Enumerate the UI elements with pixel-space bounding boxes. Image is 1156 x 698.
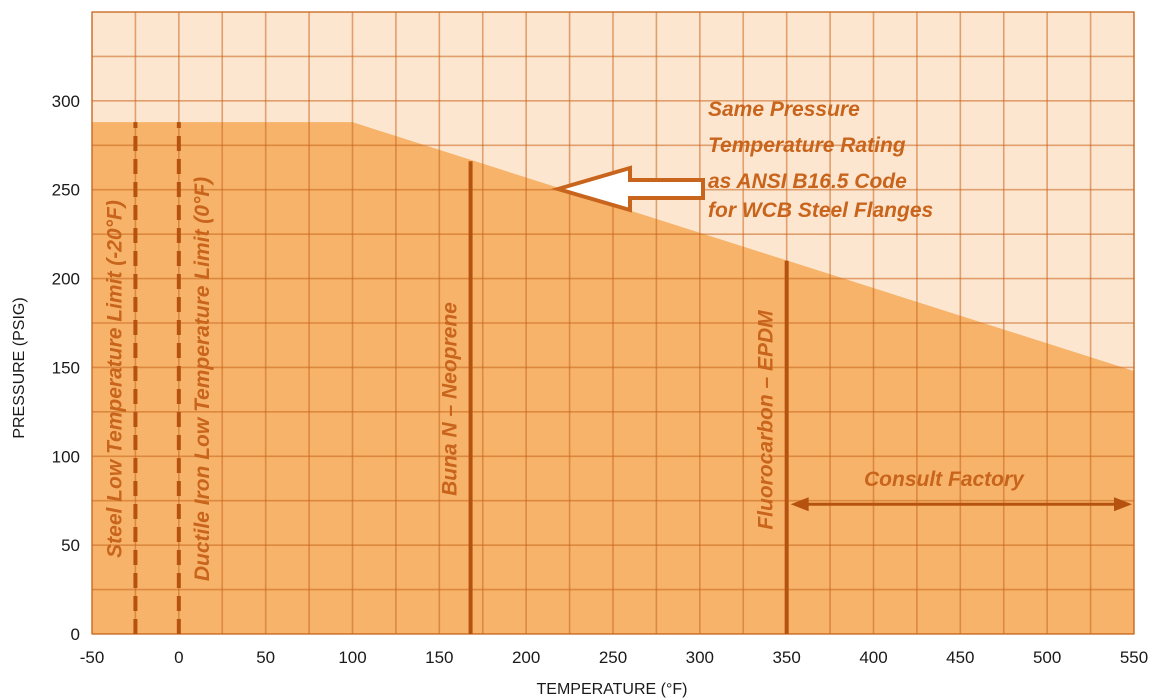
consult-factory: Consult Factory — [790, 468, 1132, 512]
plot-border — [91, 11, 1135, 635]
x-tick-label: 250 — [599, 648, 627, 667]
y-axis-title: PRESSURE (PSIG) — [11, 297, 28, 438]
y-tick-label: 300 — [52, 92, 80, 111]
x-axis-title: TEMPERATURE (°F) — [537, 681, 688, 698]
x-tick-label: 400 — [859, 648, 887, 667]
arrow-right-icon — [1114, 497, 1132, 512]
rating-note-arrow-icon — [550, 165, 705, 213]
arrow-left-icon — [790, 497, 809, 512]
x-tick-label: 500 — [1033, 648, 1061, 667]
limit-line-label: Ductile Iron Low Temperature Limit (0°F) — [191, 177, 214, 581]
rating-note-line-4: for WCB Steel Flanges — [708, 199, 933, 222]
limit-line-label: Steel Low Temperature Limit (-20°F) — [103, 200, 126, 558]
x-tick-label: 200 — [512, 648, 540, 667]
x-tick-label: 300 — [686, 648, 714, 667]
x-tick-label: 50 — [256, 648, 275, 667]
gridlines — [91, 11, 1135, 635]
limit-lines — [133, 122, 789, 634]
rating-note-line-1: Same Pressure — [708, 98, 860, 121]
rating-note-line-3: as ANSI B16.5 Code — [708, 170, 907, 193]
limit-line-label: Fluorocarbon – EPDM — [755, 310, 778, 530]
rating-note: Same Pressure Temperature Rating as ANSI… — [708, 98, 933, 222]
consult-factory-label: Consult Factory — [864, 468, 1025, 491]
x-tick-label: 100 — [338, 648, 366, 667]
y-tick-label: 50 — [61, 536, 80, 555]
y-tick-label: 250 — [52, 181, 80, 200]
x-tick-label: -50 — [80, 648, 105, 667]
x-tick-label: 550 — [1120, 648, 1148, 667]
limit-line-labels: Steel Low Temperature Limit (-20°F) Ducti… — [103, 177, 777, 581]
y-tick-label: 0 — [71, 625, 80, 644]
y-tick-label: 150 — [52, 358, 80, 377]
x-tick-label: 350 — [772, 648, 800, 667]
x-tick-label: 0 — [174, 648, 183, 667]
limit-line-label: Buna N – Neoprene — [439, 302, 462, 496]
y-tick-label: 200 — [52, 270, 80, 289]
x-axis-ticks: -50 0 50 100 150 200 250 300 350 400 450 500 550 — [80, 648, 1148, 667]
y-tick-label: 100 — [52, 447, 80, 466]
x-tick-label: 450 — [946, 648, 974, 667]
y-axis-ticks: 0 50 100 150 200 250 300 — [52, 92, 80, 644]
rating-note-line-2: Temperature Rating — [708, 134, 906, 157]
x-tick-label: 150 — [425, 648, 453, 667]
